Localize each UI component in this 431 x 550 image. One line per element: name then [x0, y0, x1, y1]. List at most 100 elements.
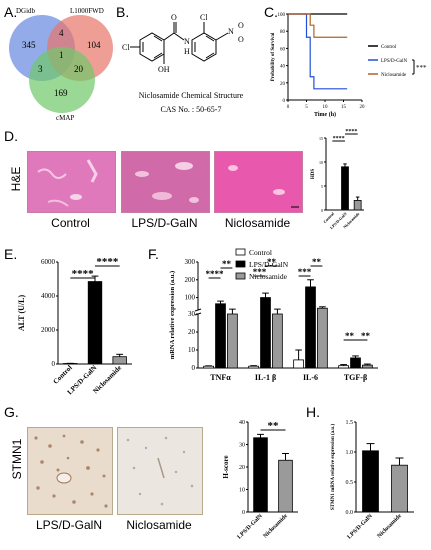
survival-y-tick-label: 20: [280, 82, 286, 87]
survival-sig-label: ***: [416, 64, 427, 72]
hds-y-tick-label: 15: [319, 136, 323, 141]
mrna-bar: [215, 303, 226, 369]
mrna-y-tick-label: 0: [192, 364, 196, 372]
mrna-category-label: IL-1 β: [255, 373, 276, 382]
panel-label-a: A.: [4, 4, 18, 20]
stmn1-category-label: LPS/D-GalN: [347, 513, 375, 541]
mrna-bar: [362, 364, 373, 369]
mrna-sig-label: **: [345, 331, 355, 341]
hscore-sig-label: **: [268, 420, 280, 432]
stmn1-y-tick-label: 1.5: [346, 420, 354, 426]
mrna-y-tick-label: 100: [185, 294, 196, 302]
ihc-image-niclosamide: [117, 427, 203, 515]
survival-line-lpsdgaln: [288, 13, 348, 90]
mrna-legend-swatch: [235, 272, 246, 280]
alt-y-tick-label: 0: [52, 360, 56, 368]
atom-h-amide: H: [184, 47, 190, 56]
alt-sig-label: ****: [72, 268, 95, 280]
survival-y-tick-label: 80: [280, 30, 286, 35]
atom-oh: OH: [158, 65, 170, 74]
mrna-sig-label: **: [361, 331, 371, 341]
ihc-label-niclosamide: Niclosamide: [126, 518, 192, 532]
panel-label-e: E.: [4, 246, 18, 262]
stmn1-category-label: Niclosamide: [377, 513, 404, 540]
survival-y-axis-label: Probability of Survival: [271, 32, 276, 81]
hds-y-tick-label: 10: [319, 160, 323, 165]
structure-bonds: [130, 22, 229, 64]
mrna-bar: [272, 313, 283, 369]
mrna-y-tick-label: 30: [188, 310, 196, 318]
mrna-sig-label: ***: [298, 267, 312, 277]
venn-count-l1000-only: 104: [87, 40, 101, 50]
alt-sig-label: ****: [96, 256, 119, 268]
hds-y-tick-label: 0: [321, 208, 323, 213]
panel-label-b: B.: [116, 4, 130, 20]
mrna-sig-label: **: [312, 257, 322, 267]
mrna-bar: [203, 365, 214, 369]
he-label-niclosamide: Niclosamide: [224, 216, 291, 230]
mrna-axis-break: [194, 308, 202, 312]
survival-chart: 0 20 40 60 80 100 0 5 10 15 20 Time (h) Probability …: [271, 13, 427, 118]
survival-x-tick-label: 10: [323, 105, 329, 110]
venn-label-dgidb: DGidb: [16, 7, 36, 15]
hscore-y-tick-label: 30: [239, 443, 245, 449]
he-row-label: H&E: [9, 166, 23, 192]
survival-legend-label: Control: [381, 45, 397, 50]
atom-o-carbonyl: O: [171, 13, 177, 22]
mrna-sig-label: ****: [206, 269, 225, 279]
venn-diagram: DGidb L1000FWD cMAP 345 4 104 1 3 20 169: [9, 7, 113, 122]
mrna-legend-swatch: [235, 248, 246, 256]
hscore-bar: [278, 459, 293, 513]
hds-chart: 051015ControlLPS/D-GalNNiclosamideHDS***…: [311, 129, 364, 230]
ihc-image-lps: [27, 427, 113, 515]
mrna-y-tick-label: 200: [185, 276, 196, 284]
hscore-y-tick-label: 0: [242, 510, 245, 516]
hds-sig-label: ****: [345, 129, 357, 135]
mrna-legend-swatch: [235, 260, 246, 268]
mrna-bar: [338, 365, 349, 369]
hscore-y-tick-label: 20: [239, 465, 245, 471]
hscore-bar: [253, 437, 268, 513]
hds-sig-label: ****: [333, 136, 345, 142]
stmn1-mrna-chart: 0.0 0.5 1.0 1.5 LPS/D-GalN Niclosamide STMN1 m…: [331, 420, 414, 541]
atom-o-nitro-2: O: [238, 35, 244, 44]
ihc-label-lps: LPS/D-GalN: [35, 518, 103, 532]
mrna-sig-label: **: [222, 259, 232, 269]
panel-label-c: C.: [264, 4, 278, 20]
stmn1-y-axis-label: STMN1 mRNA relative expression (a.u.): [331, 424, 336, 511]
hscore-y-tick-label: 10: [239, 488, 245, 494]
survival-legend-label: LPS/D-GalN: [381, 59, 408, 64]
panel-label-h: H.: [306, 404, 320, 420]
hscore-category-label: Niclosamide: [263, 513, 290, 540]
mrna-category-label: TGF-β: [344, 373, 367, 382]
structure-cas-number: CAS No. : 50-65-7: [161, 105, 222, 114]
hscore-category-label: LPS/D-GalN: [237, 513, 265, 541]
alt-chart: 0200040006000ControlLPS/D-GalNNiclosamid…: [17, 256, 132, 396]
survival-x-axis-label: Time (h): [314, 111, 336, 118]
mrna-sig-label: **: [267, 257, 277, 267]
panel-label-g: G.: [4, 404, 19, 420]
venn-count-dgidb-only: 345: [22, 40, 36, 50]
venn-label-cmap: cMAP: [56, 114, 74, 122]
mrna-legend-label: Control: [249, 248, 272, 257]
mrna-category-label: IL-6: [303, 373, 318, 382]
atom-o-nitro-1: O: [238, 21, 244, 30]
structure-caption: Niclosamide Chemical Structure: [139, 91, 244, 100]
atom-cl-left: Cl: [122, 43, 130, 52]
alt-bar: [87, 281, 103, 365]
atom-n-nitro: N: [228, 27, 234, 36]
niclosamide-structure: Cl O Cl N H OH N O O Niclosamide Chemica…: [122, 13, 244, 114]
alt-bar: [112, 356, 127, 365]
survival-x-tick-label: 20: [360, 105, 366, 110]
survival-y-tick-label: 100: [278, 13, 286, 18]
hds-bar: [353, 200, 362, 211]
alt-y-tick-label: 6000: [41, 258, 56, 266]
survival-x-tick-label: 5: [305, 105, 308, 110]
survival-y-tick-label: 40: [280, 65, 286, 70]
alt-y-axis-label: ALT (U/L): [17, 295, 26, 332]
mrna-sig-label: ***: [253, 267, 267, 277]
mrna-legend-label: Niclosamide: [249, 272, 288, 281]
survival-y-tick-label: 0: [283, 99, 286, 104]
